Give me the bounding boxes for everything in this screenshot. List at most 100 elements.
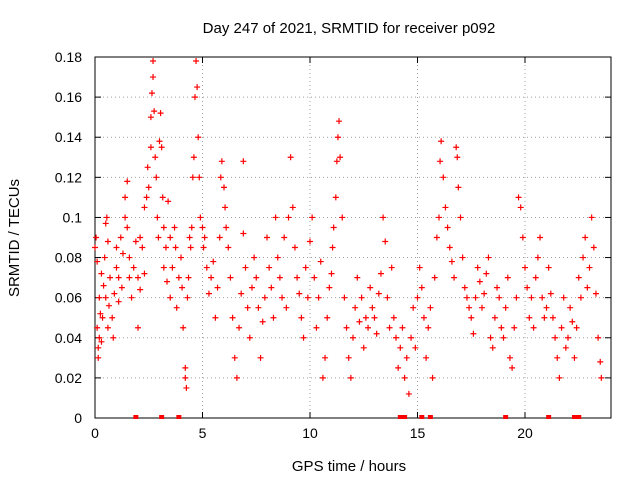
data-point: [150, 58, 157, 65]
data-point: [433, 234, 440, 241]
data-point: [580, 254, 587, 261]
data-point: [375, 290, 382, 297]
data-point: [573, 324, 580, 331]
data-point: [408, 334, 415, 341]
data-point: [196, 174, 203, 181]
data-point: [203, 264, 210, 271]
data-point: [124, 178, 131, 185]
data-point: [459, 254, 466, 261]
data-point: [588, 214, 595, 221]
data-point: [552, 334, 559, 341]
data-point: [95, 344, 102, 351]
data-point: [115, 298, 122, 305]
data-point: [328, 270, 335, 277]
data-point: [122, 214, 129, 221]
data-point: [148, 90, 155, 97]
data-point: [171, 224, 178, 231]
data-point: [418, 284, 425, 291]
data-point: [240, 230, 247, 237]
data-point: [322, 354, 329, 361]
zero-value-point: [397, 415, 403, 419]
data-point: [522, 264, 528, 271]
y-tick-label: 0.14: [55, 129, 82, 145]
data-point: [99, 314, 106, 321]
x-tick-label: 5: [199, 425, 207, 441]
data-point: [259, 318, 266, 325]
data-point: [405, 390, 412, 397]
axis-ticks: 0 0.02 0.04 0.06 0.08 0.1 0.12 0.14 0.16 0.18 0 5 10…: [55, 49, 611, 441]
data-point: [291, 244, 298, 251]
data-point: [180, 324, 187, 331]
y-tick-label: 0.08: [55, 250, 82, 266]
data-point: [575, 274, 582, 281]
data-point: [200, 244, 207, 251]
data-point: [223, 224, 230, 231]
data-point: [347, 374, 354, 381]
data-point: [102, 294, 109, 301]
data-point: [494, 284, 501, 291]
data-point: [135, 324, 141, 331]
data-point: [341, 294, 348, 301]
data-point: [541, 314, 548, 321]
data-point: [423, 354, 430, 361]
data-point: [103, 214, 110, 221]
data-point: [360, 344, 367, 351]
zero-value-point: [159, 415, 165, 419]
data-point: [474, 264, 481, 271]
data-point: [377, 270, 384, 277]
data-point: [231, 354, 238, 361]
data-point: [268, 284, 275, 291]
x-axis-label: GPS time / hours: [292, 458, 406, 475]
data-point: [217, 174, 224, 181]
data-point: [294, 274, 301, 281]
data-point: [324, 314, 331, 321]
data-point: [461, 284, 468, 291]
data-point: [410, 304, 417, 311]
data-point: [169, 264, 176, 271]
data-point: [472, 294, 479, 301]
data-point: [107, 274, 114, 281]
y-tick-label: 0.04: [55, 330, 82, 346]
data-point: [598, 374, 605, 381]
data-point: [336, 118, 343, 125]
data-point: [513, 294, 520, 301]
data-point: [556, 374, 563, 381]
data-point: [350, 334, 356, 341]
data-point: [334, 134, 341, 141]
data-point: [504, 274, 511, 281]
data-point: [401, 374, 408, 381]
data-point: [530, 324, 537, 331]
data-point: [438, 138, 445, 145]
data-point: [595, 334, 602, 341]
data-point: [233, 374, 240, 381]
data-point: [455, 184, 462, 191]
data-point: [384, 294, 391, 301]
data-point: [330, 224, 337, 231]
data-point: [162, 244, 169, 251]
data-point: [255, 304, 262, 311]
data-point: [158, 144, 165, 151]
data-point: [545, 264, 552, 271]
data-point: [145, 184, 152, 191]
data-point: [195, 134, 202, 141]
data-point: [466, 304, 473, 311]
data-point: [309, 214, 316, 221]
x-tick-label: 0: [91, 425, 99, 441]
data-point: [184, 294, 191, 301]
zero-value-point: [546, 415, 552, 419]
data-point: [298, 314, 305, 321]
data-point: [586, 264, 593, 271]
zero-value-point: [503, 415, 509, 419]
data-point: [100, 282, 107, 289]
zero-value-point: [133, 415, 139, 419]
data-point: [476, 278, 483, 285]
chart-title: Day 247 of 2021, SRMTID for receiver p09…: [203, 20, 496, 37]
data-point: [236, 324, 243, 331]
data-point: [242, 264, 249, 271]
zero-value-point: [402, 415, 408, 419]
data-point: [104, 324, 111, 331]
data-point: [110, 334, 117, 341]
data-point: [126, 274, 133, 281]
data-point: [281, 234, 288, 241]
data-point: [151, 108, 158, 115]
